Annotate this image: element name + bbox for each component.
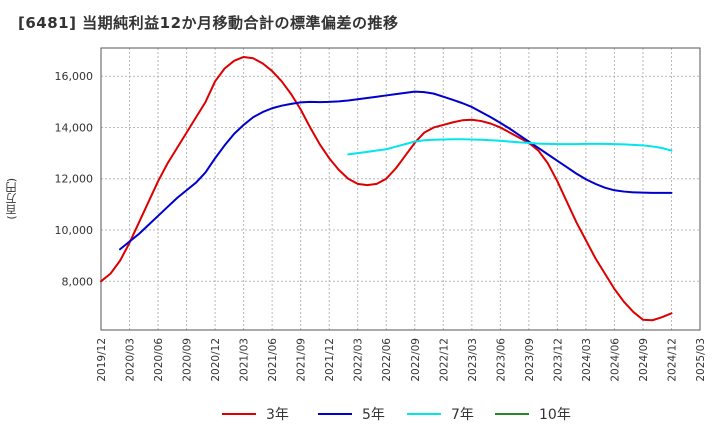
legend-item-3y[interactable]: 3年 — [222, 402, 289, 426]
plot-frame — [100, 47, 701, 331]
legend-item-5y[interactable]: 5年 — [318, 402, 385, 426]
x-tick-label: 2020/06 — [153, 338, 165, 382]
legend-item-10y[interactable]: 10年 — [495, 402, 571, 426]
x-tick-label: 2023/03 — [467, 338, 479, 382]
legend-item-7y[interactable]: 7年 — [407, 402, 474, 426]
legend-swatch-7y — [407, 413, 441, 415]
chart-title: [6481] 当期純利益12か月移動合計の標準偏差の推移 — [18, 14, 399, 32]
x-tick-label: 2022/09 — [410, 338, 422, 382]
x-tick-label: 2021/03 — [239, 338, 251, 382]
y-tick-label: 8,000 — [62, 275, 94, 288]
x-tick-label: 2020/03 — [125, 338, 137, 382]
series-line-3年 — [100, 55, 673, 322]
legend-label-7y: 7年 — [451, 407, 474, 423]
series-line-5年 — [119, 90, 673, 251]
x-tick-label: 2022/12 — [438, 338, 450, 382]
x-tick-label: 2021/09 — [296, 338, 308, 382]
x-tick-label: 2022/03 — [353, 338, 365, 382]
x-tick-label: 2023/06 — [495, 338, 507, 382]
legend-swatch-10y — [495, 413, 529, 415]
x-tick-label: 2019/12 — [96, 338, 108, 382]
legend-label-5y: 5年 — [362, 407, 385, 423]
x-tick-label: 2020/12 — [210, 338, 222, 382]
y-tick-label: 12,000 — [55, 173, 94, 186]
x-tick-label: 2024/06 — [609, 338, 621, 382]
y-tick-label: 16,000 — [55, 70, 94, 83]
legend-label-3y: 3年 — [266, 407, 289, 423]
x-tick-label: 2025/03 — [695, 338, 707, 382]
x-tick-label: 2021/06 — [267, 338, 279, 382]
legend: 3年 5年 7年 10年 — [0, 402, 720, 426]
x-tick-label: 2024/09 — [638, 338, 650, 382]
y-tick-label: 14,000 — [55, 121, 94, 134]
y-tick-label: 10,000 — [55, 224, 94, 237]
legend-label-10y: 10年 — [539, 407, 571, 423]
x-tick-label: 2020/09 — [182, 338, 194, 382]
x-tick-label: 2021/12 — [324, 338, 336, 382]
x-tick-label: 2024/03 — [581, 338, 593, 382]
x-tick-label: 2023/09 — [524, 338, 536, 382]
x-tick-label: 2023/12 — [552, 338, 564, 382]
x-tick-label: 2022/06 — [381, 338, 393, 382]
series-line-7年 — [347, 138, 673, 156]
x-tick-label: 2024/12 — [666, 338, 678, 382]
legend-swatch-5y — [318, 413, 352, 415]
legend-swatch-3y — [222, 413, 256, 415]
